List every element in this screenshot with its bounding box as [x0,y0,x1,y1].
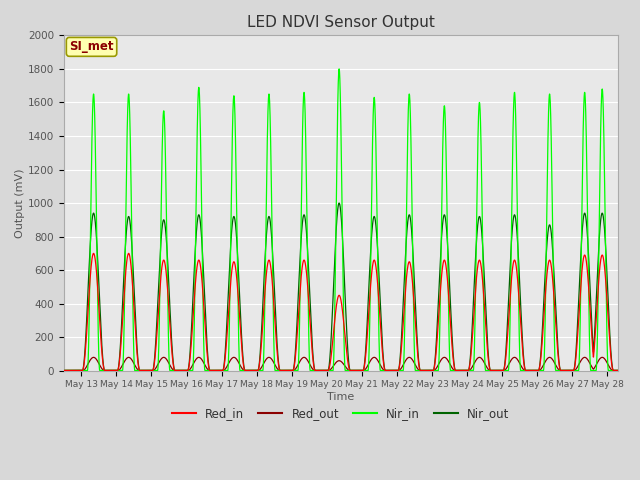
Text: SI_met: SI_met [69,40,114,53]
Legend: Red_in, Red_out, Nir_in, Nir_out: Red_in, Red_out, Nir_in, Nir_out [167,403,515,425]
X-axis label: Time: Time [327,392,355,402]
Y-axis label: Output (mV): Output (mV) [15,168,25,238]
Title: LED NDVI Sensor Output: LED NDVI Sensor Output [247,15,435,30]
